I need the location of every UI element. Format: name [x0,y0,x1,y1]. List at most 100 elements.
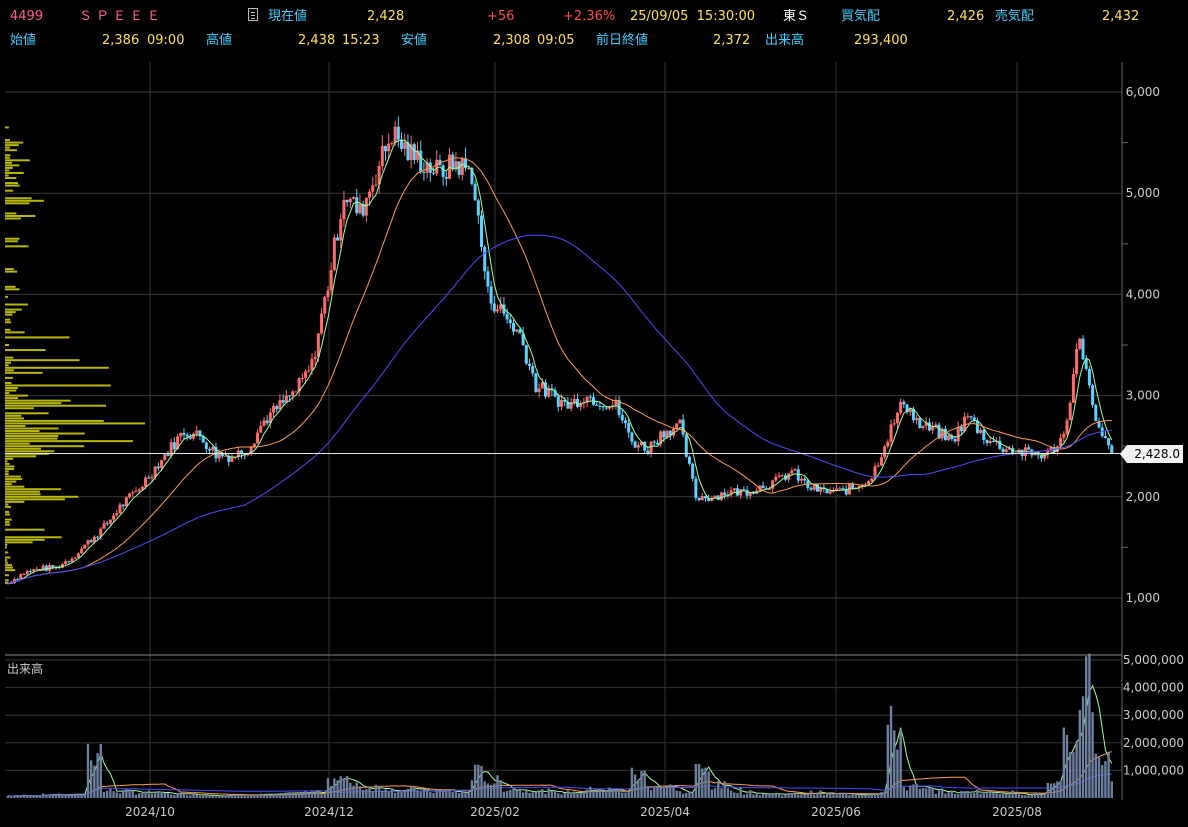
candle-body [1004,449,1008,453]
candle-body [889,424,893,442]
candle-body [387,143,391,152]
volume-label: 出来高 [765,33,805,48]
current-price-label: 現在値 [268,9,308,24]
volume-bar [461,791,464,798]
volume-bar [141,792,144,798]
volume-profile-bar [5,500,25,503]
candle-body [73,557,77,559]
candle-body [963,416,967,432]
volume-bar [243,794,246,798]
volume-profile-bar [5,202,30,205]
volume-bar [150,793,154,798]
candle-body [675,423,679,429]
candle-body [777,475,781,477]
candle-body [480,215,484,247]
time-tick-label: 2024/10 [125,805,175,819]
volume-bar [29,795,32,798]
volume-bar [224,795,227,798]
volume-bar [918,788,922,798]
volume-bar [352,785,355,798]
volume-bar [160,791,163,798]
volume-bar [1049,783,1053,798]
volume-bar [512,788,515,798]
volume-bar [608,787,611,798]
volume-bar [960,790,963,798]
volume-bar [429,791,432,798]
candle-body [585,396,589,403]
document-icon[interactable] [248,8,258,21]
candle-body [809,487,813,490]
candle-body [732,488,736,491]
volume-bar [656,786,659,798]
volume-bar [438,789,442,798]
candle-body [92,536,96,543]
candle-body [713,495,717,499]
volume-bar [384,789,387,798]
volume-bar [470,780,474,798]
candle-body [102,523,106,529]
volume-bar [73,793,77,798]
volume-bar [1059,780,1062,798]
volume-profile-bar [5,270,18,273]
candle-body [815,483,819,492]
volume-bar [246,795,250,798]
volume-bar [448,790,451,798]
candle-body [700,496,704,501]
volume-bar [569,794,573,798]
volume-bar [589,786,592,798]
candle-body [547,388,551,397]
candle-body [553,390,557,397]
volume-bar [105,790,109,798]
volume-bar [995,793,998,798]
volume-bar [595,792,598,798]
volume-profile-bar [5,462,10,465]
candle-body [841,488,845,490]
candle-body [614,399,618,406]
volume-profile-bar [5,159,30,162]
candle-body [32,569,36,572]
volume-bar [665,786,669,798]
volume-bar [1030,795,1034,798]
candle-body [147,477,151,479]
volume-bar [1104,761,1107,798]
volume-profile-bar [5,417,24,420]
candle-body [496,309,500,312]
candle-body [544,382,548,397]
volume-bar [51,794,54,798]
candle-body [873,466,877,479]
volume-bar [67,793,70,798]
volume-bar [317,790,320,798]
volume-bar [137,793,141,798]
volume-bar [1046,782,1050,798]
volume-bar [848,795,851,798]
volume-profile-bar [5,397,18,400]
candle-body [1097,421,1101,428]
volume-ma-short-line [7,684,1113,797]
volume-bar [685,792,688,798]
volume-bar [454,792,458,798]
volume-bar [214,796,218,798]
volume-bar [35,795,38,798]
candle-body [943,428,947,441]
volume-bar [704,767,707,798]
volume-bar [6,795,10,798]
candle-body [892,423,896,425]
volume-bar [493,783,496,798]
candle-body [748,491,752,496]
volume-bar [249,795,253,798]
volume-bar [905,790,909,798]
volume-tick-label: 5,000,000 [1123,653,1184,667]
volume-bar [310,791,314,798]
volume-bar [83,794,86,798]
volume-bar [227,794,230,798]
candle-body [144,477,148,487]
volume-profile-bar [5,364,9,367]
volume-profile-bar [5,313,13,316]
volume-bar [864,794,867,798]
volume-bar [653,787,656,798]
volume-bar [342,778,346,798]
candle-body [425,162,429,173]
candle-body [204,442,208,449]
candle-body [905,404,909,413]
